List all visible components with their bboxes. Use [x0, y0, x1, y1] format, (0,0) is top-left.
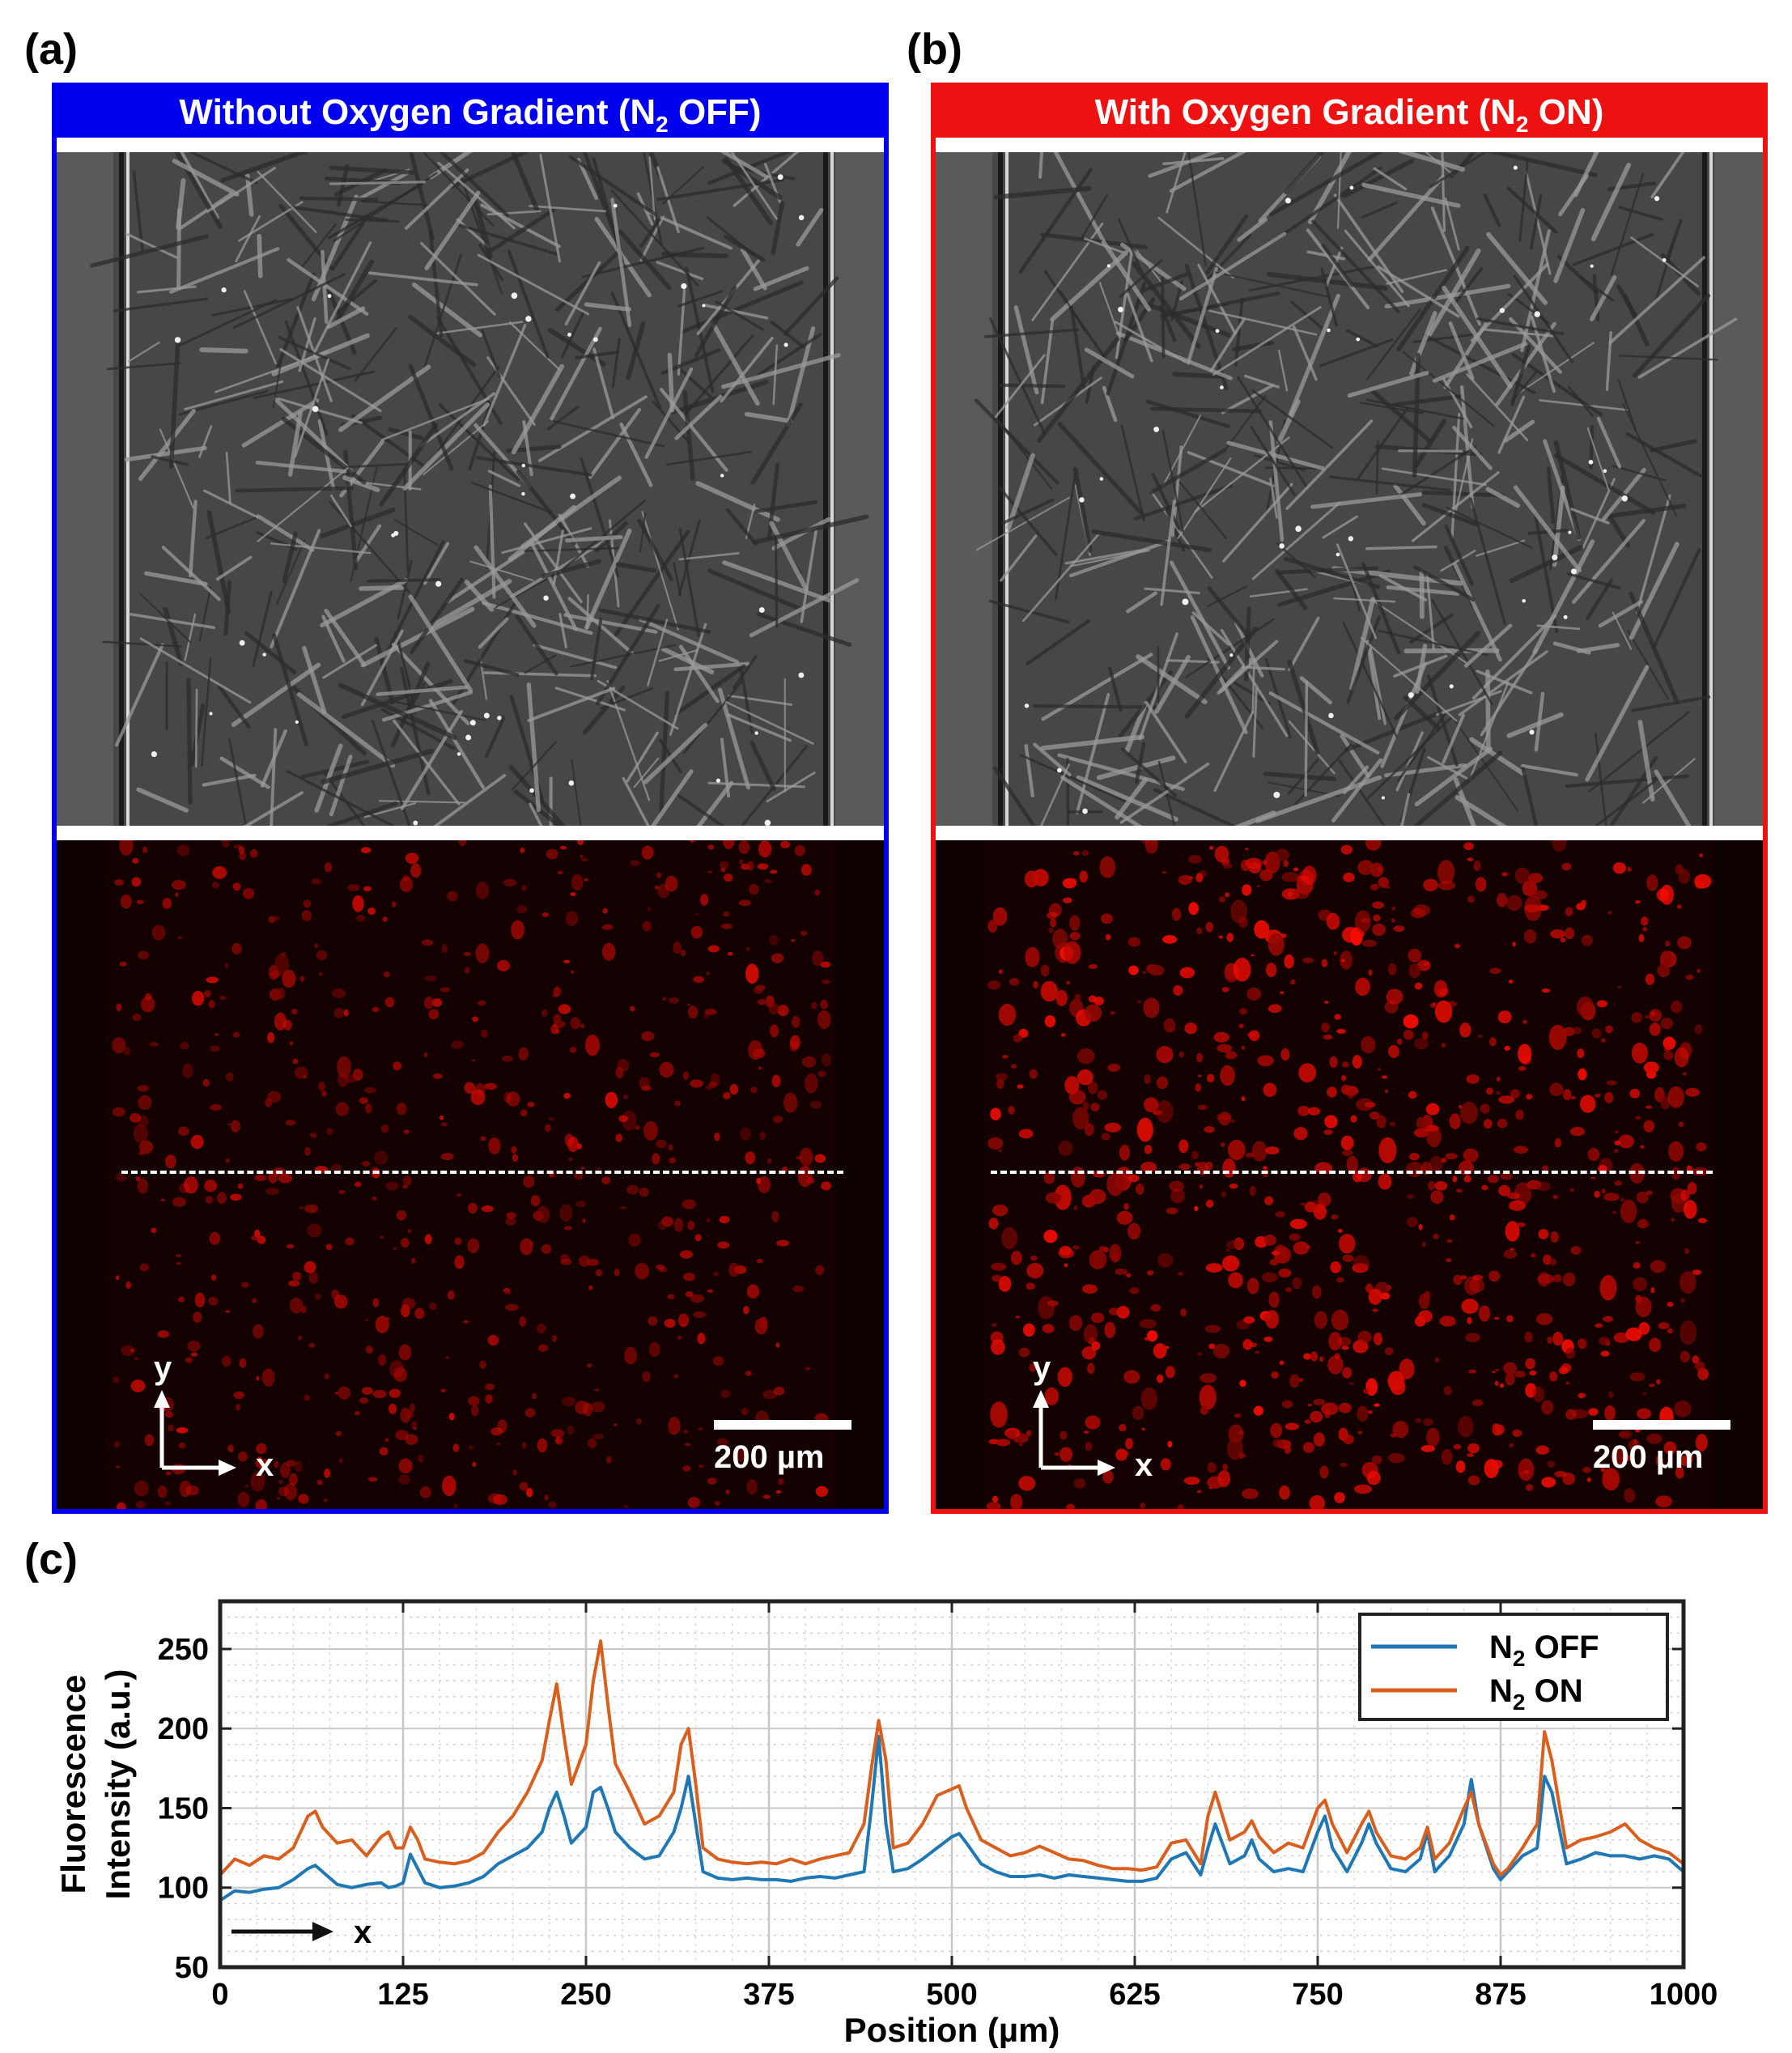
- panel-a-title-subscript: 2: [656, 111, 669, 137]
- y-tick-label: 200: [158, 1712, 209, 1746]
- x-tick-label: 1000: [1650, 1978, 1718, 2012]
- panel-b-title: With Oxygen Gradient (N2 ON): [936, 87, 1763, 138]
- fluorescence-line-chart: 0 125 250 375 500 625 750 875 1000 50 100 150 200 250…: [54, 1599, 1718, 2048]
- x-tick-label: 125: [377, 1978, 428, 2012]
- phase-contrast-image-a: [57, 152, 884, 826]
- x-direction-arrow: x: [231, 1915, 372, 1950]
- phase-cells-texture-a: [57, 152, 884, 826]
- phase-cells-texture-b: [936, 152, 1763, 826]
- panel-b-title-end: ON): [1528, 92, 1604, 132]
- scale-bar-a: [714, 1420, 851, 1430]
- panel-letter-b: (b): [907, 25, 962, 74]
- panel-a-title: Without Oxygen Gradient (N2 OFF): [57, 87, 884, 138]
- phase-contrast-image-b: [936, 152, 1763, 826]
- y-tick-label: 50: [175, 1951, 209, 1985]
- xy-axes-icon-b: [1033, 1390, 1115, 1476]
- y-axis-label-line2: Intensity (a.u.): [99, 1669, 137, 1900]
- x-tick-label: 875: [1475, 1978, 1526, 2012]
- panel-letter-c: (c): [24, 1535, 78, 1583]
- x-direction-label: x: [354, 1915, 372, 1950]
- axis-label-y-a: y: [154, 1350, 172, 1386]
- x-axis-label: Position (µm): [844, 2011, 1060, 2048]
- scale-bar-label-a: 200 µm: [714, 1439, 825, 1475]
- x-tick-label: 250: [560, 1978, 611, 2012]
- fluorescence-spots-a: [57, 840, 884, 1509]
- panel-b-title-text: With Oxygen Gradient (N: [1094, 92, 1516, 132]
- fluorescence-image-b: 200 µm y x: [936, 840, 1763, 1509]
- x-tick-label: 0: [211, 1978, 228, 2012]
- x-tick-label: 625: [1109, 1978, 1160, 2012]
- panel-a-title-text: Without Oxygen Gradient (N: [179, 92, 656, 132]
- scale-bar-label-b: 200 µm: [1593, 1439, 1704, 1475]
- axis-label-x-b: x: [1135, 1447, 1153, 1483]
- y-tick-label: 100: [158, 1872, 209, 1906]
- legend-entry-label: N2 OFF: [1489, 1630, 1599, 1671]
- series-line-n2-on: [219, 1639, 1685, 1877]
- line-profile-dashed-line-b: [991, 1171, 1713, 1174]
- xy-axes-icon-a: [154, 1390, 236, 1476]
- x-tick-label: 750: [1292, 1978, 1343, 2012]
- x-tick-label: 500: [926, 1978, 977, 2012]
- panel-letter-a: (a): [24, 25, 78, 74]
- series-line-n2-off: [219, 1735, 1685, 1902]
- y-tick-label: 150: [158, 1792, 209, 1826]
- panel-a-title-end: OFF): [668, 92, 762, 132]
- fluorescence-spots-b: [936, 840, 1763, 1509]
- panel-b-with-gradient: With Oxygen Gradient (N2 ON) 200 µm y x: [931, 83, 1768, 1514]
- fluorescence-image-a: 200 µm y x: [57, 840, 884, 1509]
- y-tick-label: 250: [158, 1633, 209, 1667]
- axis-label-x-a: x: [256, 1447, 274, 1483]
- legend-entry-label: N2 ON: [1489, 1673, 1583, 1715]
- x-tick-label: 375: [743, 1978, 794, 2012]
- scale-bar-b: [1593, 1420, 1730, 1430]
- y-axis-label-line1: Fluorescence: [54, 1675, 92, 1894]
- axis-label-y-b: y: [1033, 1350, 1051, 1386]
- line-profile-dashed-line-a: [121, 1171, 843, 1174]
- panel-b-title-subscript: 2: [1515, 111, 1529, 137]
- panel-a-without-gradient: Without Oxygen Gradient (N2 OFF) 200 µm …: [52, 83, 889, 1514]
